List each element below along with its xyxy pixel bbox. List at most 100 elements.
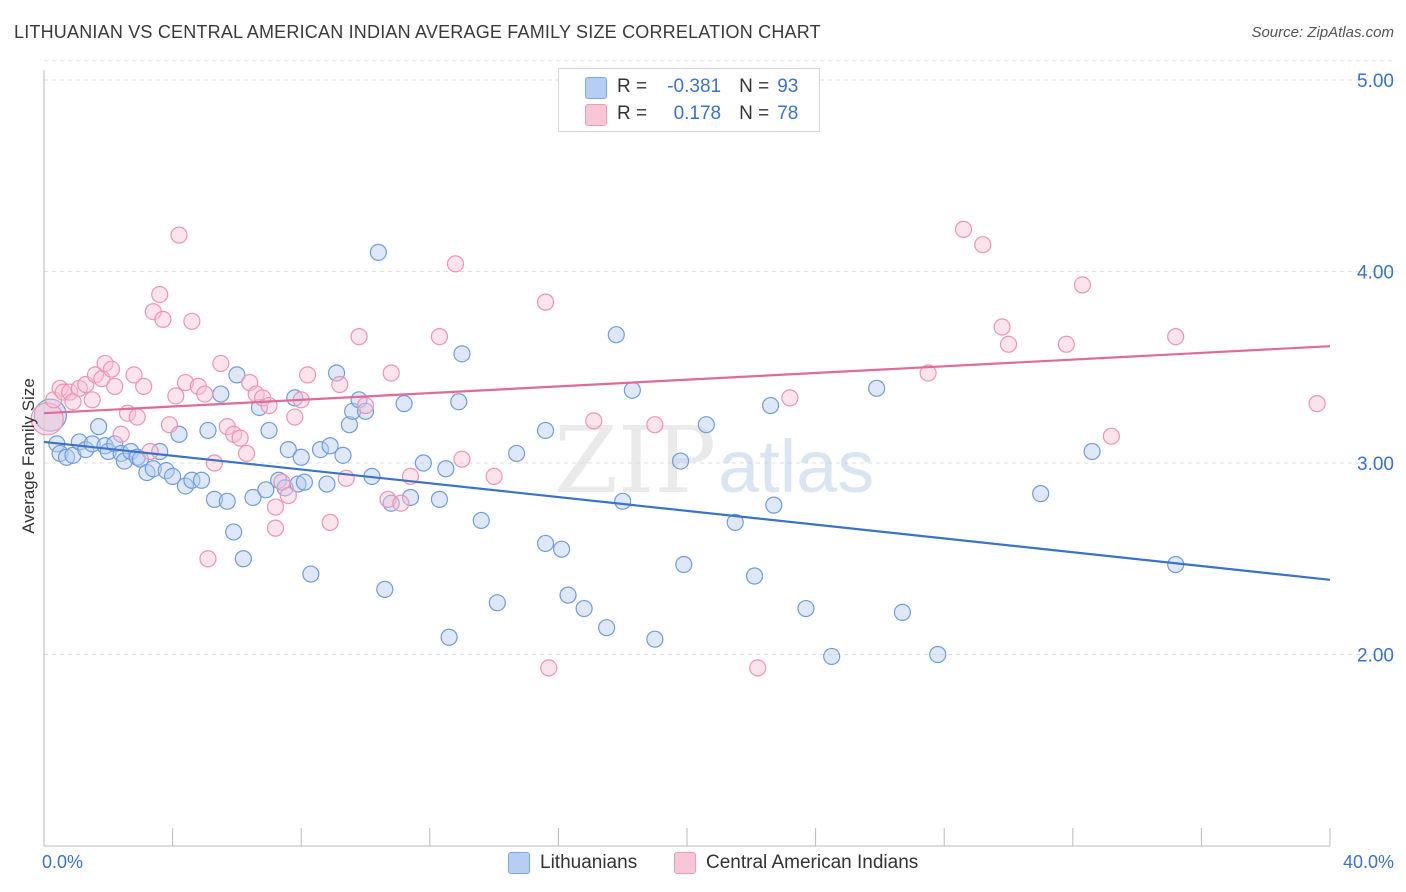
point-lithuanians — [295, 473, 314, 491]
point-lithuanians — [369, 243, 387, 261]
point-lithuanians — [508, 444, 526, 463]
point-lithuanians — [823, 647, 841, 666]
point-central-american-indians — [237, 444, 256, 463]
point-central-american-indians — [170, 226, 188, 244]
point-central-american-indians — [96, 354, 114, 373]
point-lithuanians — [598, 619, 616, 637]
point-central-american-indians — [205, 454, 223, 472]
point-central-american-indians — [151, 285, 169, 304]
point-lithuanians — [453, 345, 471, 363]
trend-lines — [43, 345, 1331, 581]
series-swatch-blue — [508, 852, 530, 874]
point-central-american-indians — [266, 519, 285, 537]
point-central-american-indians — [183, 312, 201, 330]
point-central-american-indians — [999, 335, 1018, 353]
point-central-american-indians — [321, 513, 339, 531]
point-lithuanians — [340, 416, 359, 434]
point-central-american-indians — [350, 328, 368, 346]
point-lithuanians — [228, 366, 246, 384]
point-lithuanians — [437, 460, 455, 478]
point-lithuanians — [450, 393, 468, 411]
point-central-american-indians — [485, 467, 503, 486]
series-legend-lithuanians: Lithuanians — [508, 852, 637, 874]
point-central-american-indians — [266, 498, 285, 516]
trend-line-lithuanians — [43, 440, 1331, 581]
point-lithuanians — [607, 326, 625, 344]
point-central-american-indians — [646, 416, 664, 434]
series-legend-label: Lithuanians — [540, 852, 638, 873]
point-lithuanians — [623, 381, 641, 399]
point-central-american-indians — [954, 220, 973, 238]
point-lithuanians — [286, 389, 304, 407]
point-central-american-indians — [1102, 427, 1120, 445]
point-lithuanians — [697, 416, 715, 434]
point-central-american-indians — [135, 377, 153, 395]
point-lithuanians — [614, 492, 632, 510]
legend-r-value: 0.178 — [673, 103, 722, 124]
point-lithuanians — [225, 523, 243, 541]
point-lithuanians — [1032, 485, 1050, 503]
point-lithuanians — [646, 630, 664, 648]
point-lithuanians — [192, 471, 211, 489]
point-lithuanians — [575, 599, 593, 618]
y-tick-label: 3.00 — [1357, 454, 1394, 475]
point-lithuanians — [440, 628, 458, 646]
point-central-american-indians — [1308, 395, 1326, 413]
data-points — [30, 96, 1326, 677]
point-central-american-indians — [536, 293, 555, 311]
series-legend-label: Central American Indians — [706, 852, 919, 873]
point-central-american-indians — [30, 402, 64, 436]
point-lithuanians — [212, 385, 230, 403]
series-swatch-pink — [674, 852, 696, 874]
point-central-american-indians — [102, 360, 121, 378]
point-lithuanians — [765, 496, 783, 514]
legend-n-value: 78 — [777, 103, 799, 124]
point-central-american-indians — [167, 387, 185, 405]
source-label: Source: ZipAtlas.com — [1251, 24, 1394, 41]
point-lithuanians — [553, 540, 571, 558]
point-central-american-indians — [141, 442, 159, 461]
point-central-american-indians — [260, 396, 278, 415]
point-central-american-indians — [379, 490, 397, 508]
point-lithuanians — [257, 481, 275, 499]
point-lithuanians — [430, 490, 449, 508]
point-lithuanians — [797, 599, 815, 618]
point-lithuanians — [260, 421, 278, 440]
legend-r-label: R = — [617, 76, 648, 97]
watermark-atlas: atlas — [718, 425, 874, 508]
point-lithuanians — [218, 492, 236, 510]
series-legend: Lithuanians Central American Indians — [0, 850, 1406, 880]
chart-title: LITHUANIAN VS CENTRAL AMERICAN INDIAN AV… — [14, 22, 821, 42]
point-lithuanians — [157, 462, 175, 480]
y-tick-label: 5.00 — [1357, 71, 1394, 92]
point-lithuanians — [929, 645, 947, 664]
trend-line-central-american-indians — [43, 345, 1331, 415]
point-lithuanians — [302, 565, 320, 583]
legend-row-lithuanians: R = -0.381 N = 93 — [617, 74, 798, 100]
point-lithuanians — [244, 488, 262, 507]
point-lithuanians — [401, 488, 420, 507]
point-lithuanians — [726, 513, 744, 531]
point-lithuanians — [395, 395, 413, 413]
point-lithuanians — [292, 448, 310, 466]
point-central-american-indians — [128, 408, 146, 426]
point-lithuanians — [559, 586, 577, 604]
point-central-american-indians — [331, 375, 349, 394]
point-central-american-indians — [540, 659, 558, 677]
point-lithuanians — [164, 467, 182, 486]
point-lithuanians — [205, 490, 223, 508]
legend-n-label: N = — [739, 76, 770, 97]
point-lithuanians — [183, 471, 201, 489]
point-lithuanians — [893, 603, 912, 621]
legend-r-label: R = — [617, 103, 648, 124]
point-lithuanians — [671, 452, 690, 470]
point-lithuanians — [176, 477, 195, 495]
point-central-american-indians — [299, 366, 317, 384]
point-central-american-indians — [196, 385, 214, 403]
point-central-american-indians — [585, 412, 603, 430]
point-central-american-indians — [392, 494, 410, 512]
point-lithuanians — [279, 440, 297, 459]
point-central-american-indians — [1057, 335, 1075, 353]
point-central-american-indians — [106, 377, 124, 395]
point-central-american-indians — [430, 328, 449, 346]
